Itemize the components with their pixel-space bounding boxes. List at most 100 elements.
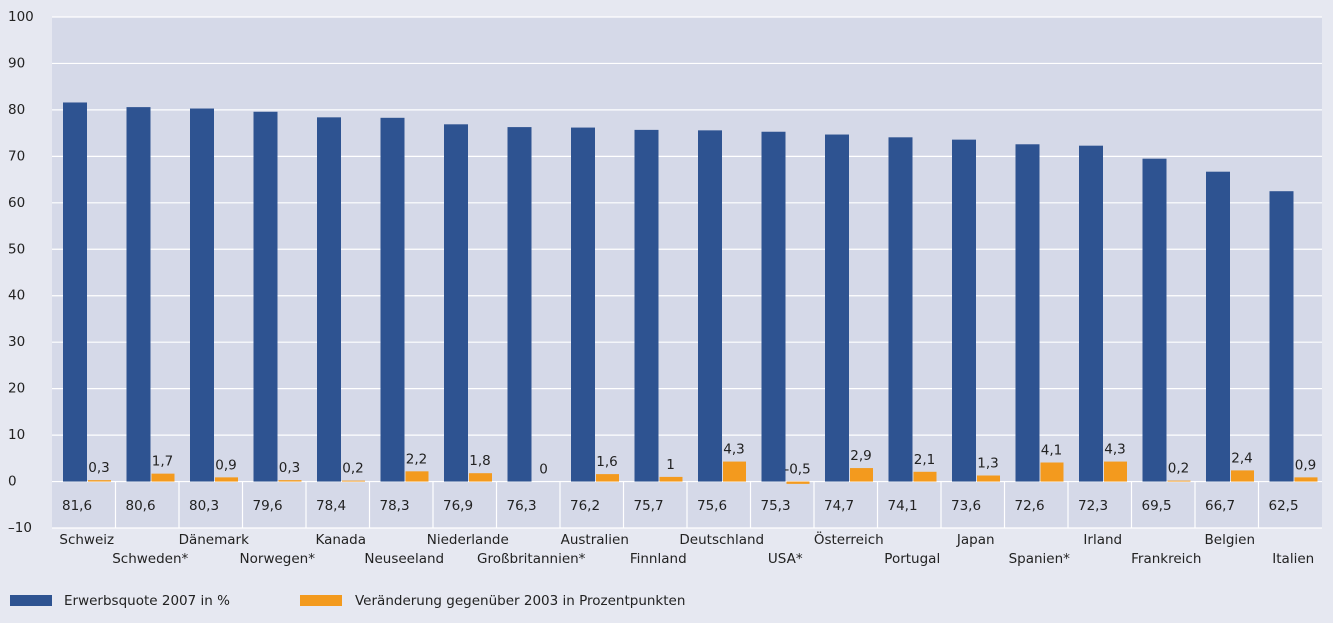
bar xyxy=(952,139,976,482)
bar-value-label: 72,6 xyxy=(1015,498,1045,514)
y-tick-label: 50 xyxy=(8,241,25,257)
bar-value-label: 0,3 xyxy=(279,460,300,476)
x-tick-label: USA* xyxy=(768,551,803,567)
bar xyxy=(786,481,810,484)
bar-value-label: 62,5 xyxy=(1269,498,1299,514)
x-tick-label: Finnland xyxy=(630,551,687,567)
y-tick-label: 60 xyxy=(8,195,25,211)
y-tick-label: 20 xyxy=(8,381,25,397)
bar-value-label: 80,3 xyxy=(189,498,219,514)
x-tick-label: Australien xyxy=(561,532,629,548)
x-tick-label: Japan xyxy=(956,532,995,548)
x-tick-label: Deutschland xyxy=(679,532,764,548)
bar xyxy=(342,480,365,482)
bar-value-label: 78,4 xyxy=(316,498,346,514)
y-tick-label: 10 xyxy=(8,427,25,443)
y-tick-label: 90 xyxy=(8,55,25,71)
legend-swatch xyxy=(300,595,342,606)
bar xyxy=(469,473,492,482)
bar xyxy=(405,471,429,482)
x-tick-label: Belgien xyxy=(1205,532,1256,548)
bar-value-label: 76,3 xyxy=(507,498,537,514)
bar xyxy=(913,471,937,482)
y-tick-label: 0 xyxy=(8,474,17,490)
x-tick-label: Kanada xyxy=(315,532,366,548)
bar xyxy=(1015,144,1040,482)
bar-value-label: 0,9 xyxy=(215,457,236,473)
bar xyxy=(507,127,532,482)
bar xyxy=(977,475,1000,482)
bar xyxy=(761,131,786,482)
x-tick-label: Dänemark xyxy=(179,532,250,548)
bar xyxy=(1167,480,1191,482)
bar xyxy=(317,117,341,482)
bar xyxy=(278,480,302,482)
bar-value-label: 2,2 xyxy=(406,451,427,467)
bar-value-label: 1,3 xyxy=(977,456,998,472)
y-tick-label: 70 xyxy=(8,148,25,164)
bar xyxy=(1294,477,1318,482)
bar-value-label: 80,6 xyxy=(126,498,156,514)
x-tick-label: Großbritannien* xyxy=(477,551,586,567)
bar xyxy=(1079,145,1103,482)
bar xyxy=(253,111,278,482)
bar xyxy=(1206,171,1230,482)
bar xyxy=(126,107,151,482)
bar-value-label: 69,5 xyxy=(1142,498,1172,514)
bar-value-label: 76,2 xyxy=(570,498,600,514)
bar xyxy=(1269,191,1294,482)
bar xyxy=(1104,461,1127,482)
bar-value-label: 2,1 xyxy=(914,452,935,468)
bar-value-label: 1,6 xyxy=(596,454,617,470)
bar xyxy=(723,461,746,482)
bar xyxy=(88,480,111,482)
x-tick-label: Neuseeland xyxy=(364,551,444,567)
bar xyxy=(63,102,87,482)
bar xyxy=(151,473,175,482)
bar-value-label: 0,2 xyxy=(1168,461,1189,477)
x-tick-label: Portugal xyxy=(884,551,940,567)
x-tick-label: Norwegen* xyxy=(240,551,316,567)
bar-value-label: 1,7 xyxy=(152,454,173,470)
bar-value-label: 74,7 xyxy=(824,498,854,514)
bar xyxy=(215,477,238,482)
bar xyxy=(825,134,849,482)
bar xyxy=(634,129,659,482)
x-tick-label: Niederlande xyxy=(427,532,509,548)
y-tick-label: 30 xyxy=(8,334,25,350)
bar-value-label: 81,6 xyxy=(62,498,92,514)
bar xyxy=(1040,462,1064,482)
x-tick-label: Irland xyxy=(1083,532,1122,548)
bar xyxy=(444,124,468,482)
bar-value-label: 2,4 xyxy=(1231,450,1252,466)
bar xyxy=(190,108,214,482)
bar xyxy=(888,137,913,482)
bar-value-label: 0,3 xyxy=(88,460,109,476)
y-tick-label: –10 xyxy=(8,520,32,536)
x-tick-label: Österreich xyxy=(814,530,884,548)
bar-value-label: 79,6 xyxy=(253,498,283,514)
bar-value-label: 78,3 xyxy=(380,498,410,514)
x-tick-label: Italien xyxy=(1272,551,1314,567)
bar-value-label: 1 xyxy=(666,457,675,473)
y-tick-label: 100 xyxy=(8,9,34,25)
bar-value-label: 74,1 xyxy=(888,498,918,514)
bar xyxy=(1231,470,1254,482)
bar xyxy=(850,468,873,482)
y-tick-label: 80 xyxy=(8,102,25,118)
bar-value-label: 73,6 xyxy=(951,498,981,514)
bar-value-label: 76,9 xyxy=(443,498,473,514)
x-tick-label: Spanien* xyxy=(1009,551,1071,567)
legend-label: Erwerbsquote 2007 in % xyxy=(64,593,230,609)
bar-value-label: 4,1 xyxy=(1041,442,1062,458)
bar-value-label: 0 xyxy=(539,462,548,478)
bar-value-label: 4,3 xyxy=(1104,442,1125,458)
bar-value-label: 72,3 xyxy=(1078,498,1108,514)
bar-value-label: 66,7 xyxy=(1205,498,1235,514)
bar xyxy=(1142,158,1167,482)
bar-value-label: 0,2 xyxy=(342,461,363,477)
bar xyxy=(698,130,722,482)
bar xyxy=(596,474,619,482)
bar-value-label: 75,6 xyxy=(697,498,727,514)
